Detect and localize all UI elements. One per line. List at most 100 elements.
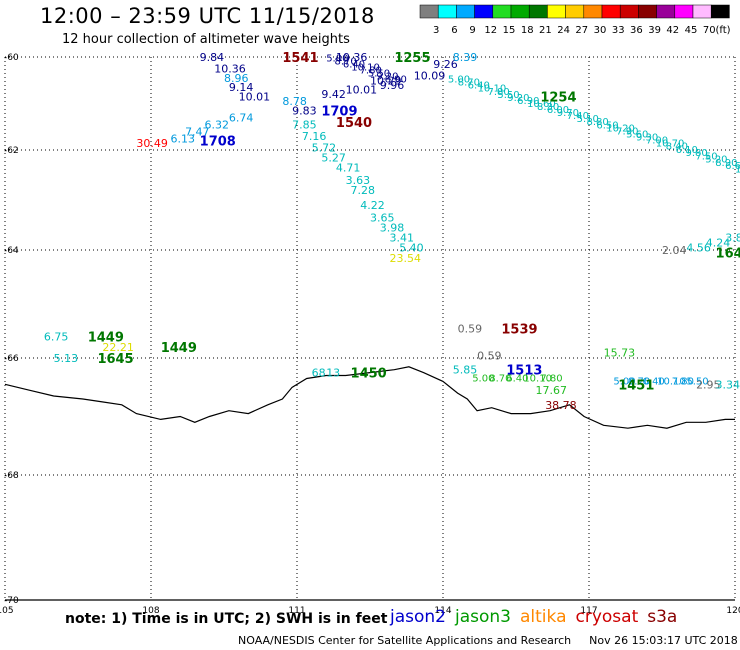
wave-height-label: 3.34: [716, 378, 740, 391]
wave-height-label: 10.36: [214, 63, 246, 76]
color-bin-label: 6: [451, 25, 457, 36]
track-value: 10.30: [735, 165, 740, 176]
color-bin-label: 30: [594, 25, 607, 36]
wave-height-label: 8.39: [453, 51, 478, 64]
lat-tick-label: -68: [4, 471, 19, 481]
page-subtitle: 12 hour collection of altimeter wave hei…: [62, 32, 350, 47]
track-value: 6.00: [547, 105, 569, 116]
track-value: 5.50: [368, 69, 390, 80]
track-value: 6.10: [676, 145, 698, 156]
time-label: 1450: [351, 367, 387, 382]
track-value: 10.60: [527, 99, 556, 110]
color-bin-label: 27: [575, 25, 588, 36]
wave-height-label: 10.29: [370, 74, 402, 87]
color-bin: [638, 4, 657, 19]
track-value: 9.30: [636, 132, 658, 143]
wave-height-label: 2.04: [662, 244, 687, 257]
wave-height-label: 3.41: [389, 232, 414, 245]
color-bin: [474, 4, 494, 19]
color-bin: [619, 4, 639, 19]
track-value: 8.40: [666, 142, 688, 153]
track-value: 7.80: [540, 373, 562, 384]
credit-text: NOAA/NESDIS Center for Satellite Applica…: [238, 634, 572, 647]
color-bin-label: 33: [612, 25, 625, 36]
wave-height-label: 68: [312, 367, 326, 380]
track-value: 6.50: [596, 120, 618, 131]
color-bin: [674, 4, 694, 19]
lat-tick-label: -62: [4, 146, 19, 156]
track-value: 7.50: [695, 151, 717, 162]
color-scale-units: (ft): [715, 25, 730, 36]
wave-height-label: 10.36: [336, 51, 368, 64]
color-bin: [492, 4, 512, 19]
lon-tick-label: 105: [0, 606, 14, 616]
wave-height-label: 6.13: [170, 132, 195, 145]
track-value: 6.40: [468, 81, 490, 92]
track-value: 6.40: [643, 376, 665, 387]
color-bin-label: 3: [433, 25, 439, 36]
lon-tick-label: 114: [434, 606, 451, 616]
color-bin: [583, 4, 603, 19]
wave-height-label: 8.78: [282, 95, 307, 108]
wave-height-label: 7.28: [351, 184, 376, 197]
track-value: 8.70: [628, 376, 650, 387]
wave-height-labels: 9.8410.368.969.1410.016.746.327.476.1330…: [44, 51, 740, 412]
wave-height-label: 15.73: [604, 347, 636, 360]
wave-height-label: 10.09: [414, 70, 446, 83]
color-bin: [656, 4, 676, 19]
time-label: 1645: [97, 352, 133, 367]
wave-height-label: 6.32: [205, 118, 230, 131]
timestamp: Nov 26 15:03:17 UTC 2018: [589, 634, 738, 647]
wave-height-label: 0.59: [458, 322, 483, 335]
time-label: 1539: [501, 322, 537, 337]
wave-height-label: 8.96: [224, 72, 249, 85]
track-value: 5.10: [577, 114, 599, 125]
track-value: 5.00: [613, 376, 635, 387]
track-value: 8.30: [537, 102, 559, 113]
time-label: 1449: [161, 341, 197, 356]
time-label: 1451: [618, 378, 654, 393]
track-value: 10.10: [657, 376, 686, 387]
track-value: 9.20: [507, 93, 529, 104]
wave-height-label: 9.84: [200, 51, 225, 64]
track-value: 7.80: [487, 87, 509, 98]
wave-height-label: 7.16: [302, 130, 327, 143]
map-axes: 105 108 111 114 117 120 -60 -62 -64 -66 -68 -70: [0, 53, 740, 616]
track-value: 5.50: [497, 90, 519, 101]
wave-height-label: 9.42: [321, 88, 346, 101]
track-value: 6.40: [506, 373, 528, 384]
wave-height-label: 4.22: [360, 199, 385, 212]
track-value: 6.60: [725, 161, 740, 172]
lat-tick-label: -60: [4, 53, 19, 63]
time-label: 1540: [336, 116, 372, 131]
wave-height-label: 4.24: [706, 237, 731, 250]
track-value: 8.70: [335, 57, 357, 68]
track-value: 7.40: [567, 111, 589, 122]
track-value: 7.80: [360, 66, 382, 77]
wave-height-label: 3.98: [380, 222, 405, 235]
wave-height-label: 9.26: [433, 58, 458, 71]
lon-tick-label: 111: [288, 606, 305, 616]
color-bin-label: 45: [685, 25, 698, 36]
time-label: 1513: [506, 364, 542, 379]
track-value: 5.60: [626, 129, 648, 140]
track-value: 6.90: [385, 75, 407, 86]
wave-height-label: 4.71: [336, 162, 361, 175]
color-bin: [419, 4, 439, 19]
track-value: 5.00: [472, 373, 494, 384]
wave-height-label: 22.21: [102, 341, 134, 354]
track-value: 7.90: [616, 126, 638, 137]
wave-height-label: 38.78: [545, 399, 577, 412]
track-value: 9.80: [685, 148, 707, 159]
time-label: 1254: [540, 91, 576, 106]
color-bin-label: 18: [521, 25, 534, 36]
satellite-jason3: jason3: [455, 607, 511, 627]
wave-height-label: 5.40: [399, 242, 424, 255]
color-bin: [456, 4, 475, 19]
color-bin-label: 12: [484, 25, 497, 36]
lat-tick-label: -66: [4, 354, 19, 364]
time-label: 1647: [716, 247, 740, 262]
credit-line: NOAA/NESDIS Center for Satellite Applica…: [238, 634, 738, 647]
